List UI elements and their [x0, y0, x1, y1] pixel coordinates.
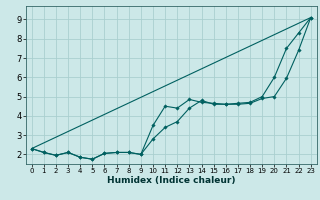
- X-axis label: Humidex (Indice chaleur): Humidex (Indice chaleur): [107, 176, 236, 185]
